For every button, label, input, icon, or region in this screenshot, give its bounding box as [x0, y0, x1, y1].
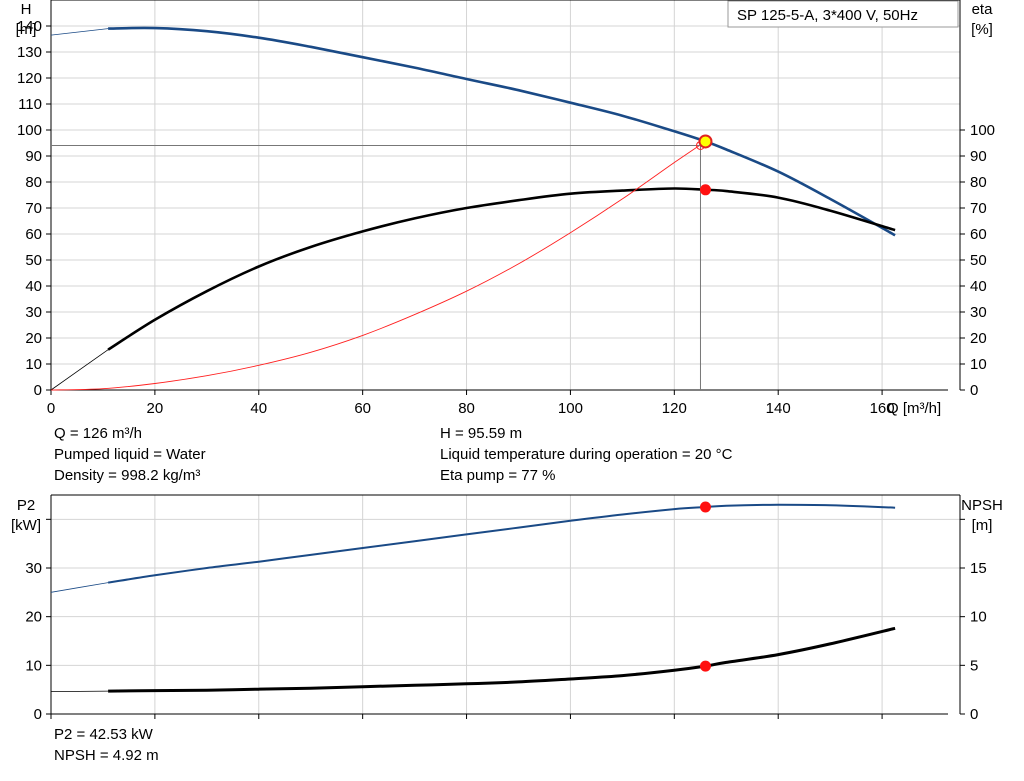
y-tick-label: 60: [25, 226, 42, 243]
info-power: P2 = 42.53 kW: [54, 726, 153, 743]
y-right-axis-unit-hq: [%]: [971, 21, 993, 38]
x-tick-label: 80: [458, 400, 475, 417]
info-top-right: H = 95.59 m Liquid temperature during op…: [440, 423, 732, 486]
info-npsh: NPSH = 4.92 m: [54, 747, 159, 764]
y-right-tick-label: 40: [970, 278, 987, 295]
y-axis-unit-hq: [m]: [16, 21, 37, 38]
x-tick-label: 0: [47, 400, 55, 417]
y-right-tick-label: 0: [970, 382, 978, 399]
y-tick-label: 100: [17, 122, 42, 139]
y-axis-title-power: P2: [17, 497, 35, 514]
y-tick-label: 110: [18, 96, 42, 113]
y-right-tick-label: 100: [970, 122, 995, 139]
y-tick-label: 30: [25, 560, 42, 577]
info-bottom: P2 = 42.53 kW NPSH = 4.92 m: [54, 724, 159, 766]
p2-curve-extension: [50, 582, 109, 593]
eta-duty-marker: [699, 184, 711, 196]
x-tick-label: 100: [558, 400, 583, 417]
y-right-tick-label: 5: [970, 657, 978, 674]
x-tick-label: 120: [662, 400, 687, 417]
y-axis-unit-power: [kW]: [11, 517, 41, 534]
x-tick-label: 140: [766, 400, 791, 417]
y-right-tick-label: 10: [970, 356, 987, 373]
eta-curve: [107, 187, 896, 351]
y-right-tick-label: 50: [970, 252, 987, 269]
x-axis-title: Q [m³/h]: [887, 400, 941, 417]
info-eta: Eta pump = 77 %: [440, 467, 556, 484]
npsh-curve-extension: [50, 690, 109, 692]
head-duty-marker: [698, 134, 713, 149]
y-right-axis-unit-power: [m]: [972, 517, 993, 534]
title-box: [727, 0, 959, 28]
y-tick-label: 140: [17, 18, 42, 35]
chart-title: SP 125-5-A, 3*400 V, 50Hz: [737, 7, 918, 24]
y-right-tick-label: 0: [970, 706, 978, 723]
y-right-axis-title-power: NPSH: [961, 497, 1003, 514]
y-right-tick-label: 15: [970, 560, 987, 577]
system-curve: [50, 141, 706, 391]
x-tick-label: 20: [147, 400, 164, 417]
info-liquid: Pumped liquid = Water: [54, 446, 206, 463]
y-tick-label: 80: [25, 174, 42, 191]
x-tick-label: 40: [250, 400, 267, 417]
y-right-tick-label: 10: [970, 609, 987, 626]
y-tick-label: 90: [25, 148, 42, 165]
p2-duty-marker: [699, 501, 711, 513]
h-curve: [108, 26, 896, 237]
eta-curve-extension: [50, 349, 109, 391]
y-right-tick-label: 60: [970, 226, 987, 243]
y-axis-title-hq: H: [21, 1, 32, 18]
y-right-tick-label: 70: [970, 200, 987, 217]
info-density: Density = 998.2 kg/m³: [54, 467, 201, 484]
info-flow: Q = 126 m³/h: [54, 425, 142, 442]
y-tick-label: 10: [25, 356, 42, 373]
y-tick-label: 20: [25, 609, 42, 626]
p2-curve: [107, 503, 896, 584]
y-tick-label: 20: [25, 330, 42, 347]
h-curve-extension: [50, 28, 109, 36]
npsh-curve: [108, 626, 896, 693]
y-tick-label: 10: [25, 657, 42, 674]
y-right-tick-label: 20: [970, 330, 987, 347]
y-tick-label: 0: [34, 706, 42, 723]
y-tick-label: 120: [17, 70, 42, 87]
y-right-tick-label: 80: [970, 174, 987, 191]
npsh-duty-marker: [699, 660, 711, 672]
info-head: H = 95.59 m: [440, 425, 523, 442]
y-right-tick-label: 30: [970, 304, 987, 321]
y-tick-label: 0: [34, 382, 42, 399]
x-tick-label: 160: [870, 400, 895, 417]
x-tick-label: 60: [354, 400, 371, 417]
y-tick-label: 30: [25, 304, 42, 321]
y-tick-label: 130: [17, 44, 42, 61]
info-temperature: Liquid temperature during operation = 20…: [440, 446, 733, 463]
y-right-axis-title-hq: eta: [972, 1, 994, 18]
y-tick-label: 50: [25, 252, 42, 269]
info-top-left: Q = 126 m³/h Pumped liquid = Water Densi…: [54, 423, 206, 486]
y-tick-label: 70: [25, 200, 42, 217]
y-right-tick-label: 90: [970, 148, 987, 165]
y-tick-label: 40: [25, 278, 42, 295]
